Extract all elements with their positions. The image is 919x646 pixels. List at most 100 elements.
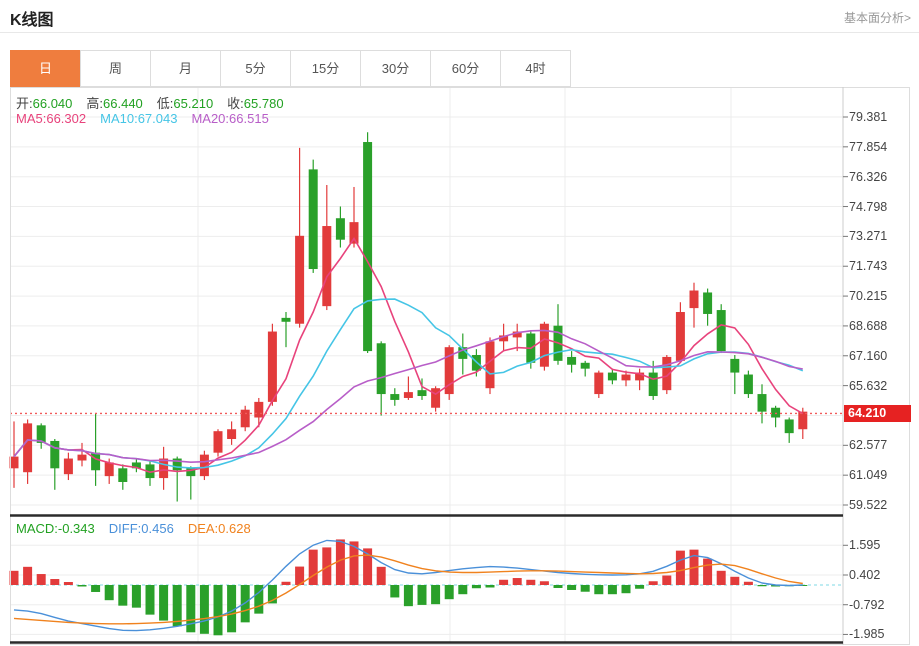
macd-histogram-bar [172,585,182,627]
chart-border [10,87,910,645]
candle-body [431,388,441,408]
macd-histogram-bar [295,566,305,585]
macd-histogram-bar [63,582,73,585]
price-axis-label: 62.577 [849,438,888,453]
macd-histogram-bar [580,585,590,592]
macd-histogram-bar [50,579,60,585]
tab-60min[interactable]: 60分 [430,50,501,87]
info-item: MA5:66.302 [16,111,87,126]
candle-body [403,392,413,398]
candle-body [104,462,114,477]
kline-chart-area[interactable] [9,87,910,645]
macd-axis-label: -1.985 [849,627,885,642]
macd-histogram-bar [104,585,114,601]
candle-body [227,429,237,440]
interval-tab-bar: 日周月 5分 15分 30分 60分 4时 [10,50,571,87]
tab-4hour[interactable]: 4时 [500,50,571,87]
tab-15min[interactable]: 15分 [290,50,361,87]
candle-body [798,411,808,430]
macd-histogram-bar [771,585,781,587]
candle-body [172,458,182,471]
price-axis-label: 65.632 [849,378,888,393]
macd-histogram-bar [757,585,767,587]
candle-body [281,317,291,322]
macd-histogram-bar [553,585,563,588]
macd-histogram-bar [431,585,441,605]
macd-axis-label: 0.402 [849,567,881,582]
candle-body [376,343,386,395]
price-axis-label: 73.271 [849,229,888,244]
macd-histogram-bar [36,574,46,585]
macd-histogram-bar [349,541,359,585]
candle-body [213,431,223,453]
fundamental-analysis-link[interactable]: 基本面分析> [843,11,911,25]
candle-body [648,372,658,397]
candle-body [539,323,549,367]
macd-histogram-bar [703,558,713,585]
price-axis-label: 76.326 [849,169,888,184]
candle-body [240,409,250,428]
candle-body [621,374,631,381]
macd-histogram-bar [308,549,318,585]
macd-histogram-bar [159,585,169,621]
candle-body [145,464,155,479]
macd-histogram-bar [363,548,373,585]
price-axis-label: 74.798 [849,199,888,214]
macd-histogram-bar [458,585,468,595]
price-axis-label: 61.049 [849,468,888,483]
tab-30min[interactable]: 30分 [360,50,431,87]
candle-body [131,462,141,469]
price-axis-label: 77.854 [849,139,888,154]
price-axis-label: 59.522 [849,498,888,512]
macd-histogram-bar [227,585,237,633]
candle-body [91,452,101,471]
macd-histogram-bar [322,547,332,585]
candle-body [594,372,604,395]
candle-body [23,423,33,473]
tab-5min[interactable]: 5分 [220,50,291,87]
info-item: 收:65.780 [227,96,284,111]
info-item: DIFF:0.456 [108,521,174,536]
macd-histogram-bar [91,585,101,592]
macd-histogram-bar [131,585,141,608]
macd-histogram-bar [213,585,223,636]
candle-body [485,341,495,389]
dea-line [13,554,803,625]
ma-info-row: MA5:66.302 MA10:67.043 MA20:66.515 [16,111,283,126]
tab-week[interactable]: 周 [80,50,151,87]
macd-histogram-bar [526,579,536,585]
info-item: 低:65.210 [156,96,214,111]
info-item: 高:66.440 [86,96,143,111]
macd-info-row: MACD:-0.343 DIFF:0.456 DEA:0.628 [16,521,265,536]
macd-histogram-bar [199,585,209,634]
candle-body [390,394,400,400]
macd-histogram-bar [743,581,753,585]
tab-day[interactable]: 日 [10,50,81,87]
macd-axis-label: 1.595 [849,538,881,553]
candle-body [267,331,277,402]
candle-body [417,390,427,397]
macd-histogram-bar [485,585,495,588]
candle-body [322,226,332,307]
macd-histogram-bar [648,581,658,585]
diff-line [13,539,803,632]
candle-body [689,290,699,309]
macd-histogram-bar [635,585,645,589]
macd-histogram-bar [471,585,481,589]
candle-body [499,335,509,342]
macd-axis-label: -0.792 [849,597,885,612]
tab-month[interactable]: 月 [150,50,221,87]
candle-body [716,310,726,352]
candle-body [9,456,19,469]
macd-histogram-bar [376,566,386,585]
macd-histogram-bar [512,578,522,585]
price-axis-label: 71.743 [849,259,888,274]
macd-histogram-bar [444,585,454,600]
candle-body [784,419,794,434]
info-item: DEA:0.628 [187,521,251,536]
info-item: MACD:-0.343 [16,521,95,536]
macd-histogram-bar [417,585,427,605]
candle-body [757,394,767,412]
